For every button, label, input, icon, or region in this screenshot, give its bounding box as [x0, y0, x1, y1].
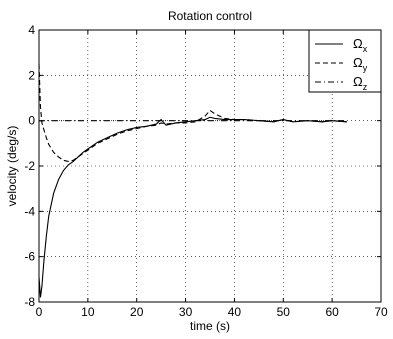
x-tick-label: 0: [36, 305, 43, 319]
x-tick-label: 40: [228, 305, 242, 319]
series-lines: [38, 63, 347, 298]
x-tick-label: 10: [81, 305, 95, 319]
y-tick-label: -6: [24, 250, 35, 264]
y-tick-label: 4: [28, 23, 35, 37]
y-tick-label: -4: [24, 204, 35, 218]
x-tick-label: 30: [179, 305, 193, 319]
x-axis-title: time (s): [190, 319, 230, 333]
x-tick-label: 20: [130, 305, 144, 319]
series-line-x: [38, 116, 347, 298]
chart-title: Rotation control: [168, 9, 252, 23]
series-line-y: [38, 63, 347, 163]
y-tick-label: 0: [28, 114, 35, 128]
axis-ticks: 0 10 20 30 40 50 60 70 -8 -6 -4 -2 0 2 4: [24, 23, 388, 319]
y-tick-label: -2: [24, 159, 35, 173]
x-tick-label: 70: [374, 305, 388, 319]
y-axis-title: velocity (deg/s): [5, 126, 19, 207]
y-tick-label: 2: [28, 68, 35, 82]
legend-box: [308, 29, 382, 93]
y-tick-label: -8: [24, 295, 35, 309]
x-tick-label: 50: [277, 305, 291, 319]
x-tick-label: 60: [325, 305, 339, 319]
